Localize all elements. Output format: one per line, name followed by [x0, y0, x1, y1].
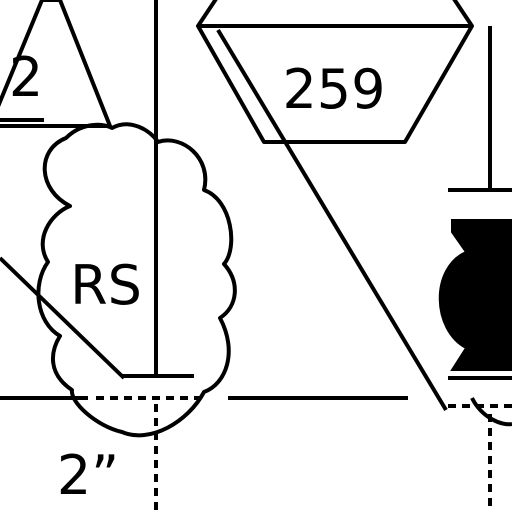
- valve-symbol: [438, 219, 512, 371]
- triangle-symbol: [0, 0, 112, 128]
- cloud-label: RS: [70, 254, 142, 317]
- revision-cloud: [36, 122, 237, 438]
- hexagon-label: 259: [282, 58, 385, 121]
- center-diagonal-line: [216, 28, 448, 412]
- triangle-label: 2: [9, 46, 43, 109]
- left-diagonal-line: [0, 256, 126, 380]
- valve-arc: [470, 397, 512, 427]
- dimension-label: 2”: [57, 444, 119, 507]
